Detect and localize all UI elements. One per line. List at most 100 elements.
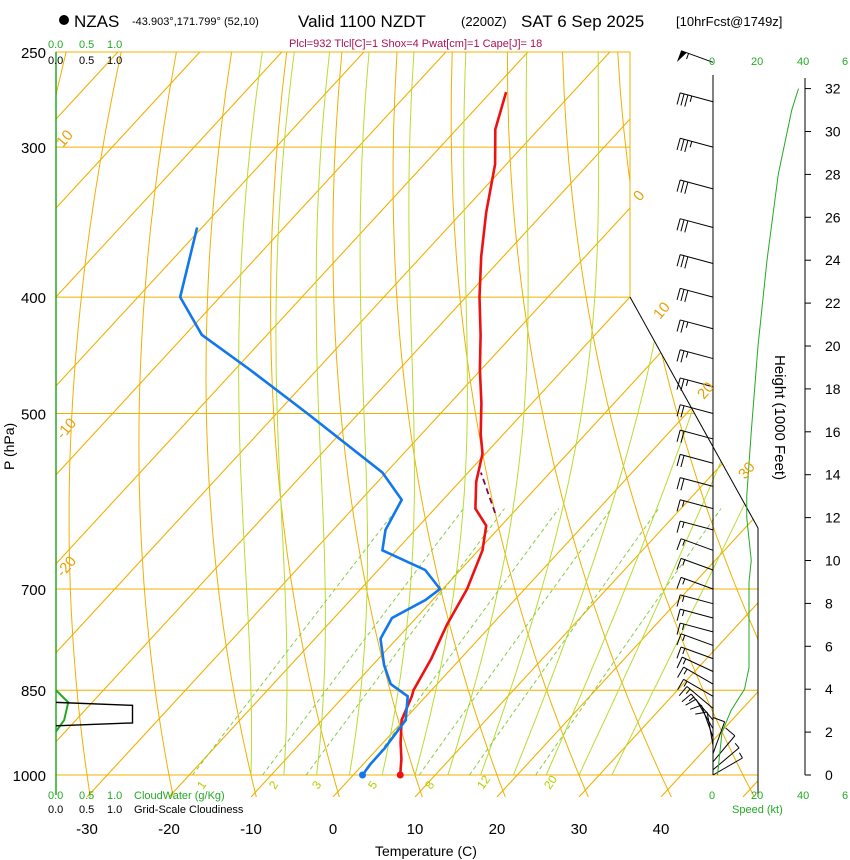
height-axis-label: Height (1000 Feet) bbox=[771, 355, 788, 480]
wind-barb bbox=[676, 137, 714, 153]
isotherm-line bbox=[56, 52, 529, 797]
wind-barb bbox=[676, 453, 714, 468]
p-tick-label: 250 bbox=[21, 45, 46, 62]
speed-top-tick-2: 40 bbox=[797, 56, 809, 68]
surface-temp-marker bbox=[396, 771, 404, 779]
moist-adiabat bbox=[480, 52, 600, 776]
isotherm-label: 10 bbox=[650, 299, 674, 323]
height-tick-label: 6 bbox=[825, 638, 833, 654]
wind-barb bbox=[676, 499, 714, 512]
wind-barb bbox=[676, 594, 714, 607]
dewpoint-line bbox=[178, 227, 442, 776]
station-id: NZAS bbox=[74, 12, 119, 31]
wind-barb bbox=[676, 477, 714, 491]
dry-adiabat bbox=[506, 52, 674, 797]
moist-adiabat bbox=[238, 52, 267, 776]
wind-barb bbox=[712, 717, 726, 754]
speed-profile-line bbox=[717, 88, 799, 776]
isotherm-label: 0 bbox=[630, 187, 648, 204]
wind-barb bbox=[676, 254, 714, 269]
height-tick-label: 8 bbox=[825, 595, 833, 611]
zulu-time: (2200Z) bbox=[461, 14, 507, 29]
height-tick-label: 14 bbox=[825, 467, 841, 483]
speed-bottom-tick-0: 0 bbox=[709, 790, 715, 802]
parcel-line bbox=[480, 472, 496, 514]
plot-area bbox=[56, 52, 758, 797]
valid-time: Valid 1100 NZDT bbox=[298, 12, 426, 31]
height-tick-label: 28 bbox=[825, 166, 841, 182]
mixing-ratio-label: 3 bbox=[309, 778, 324, 792]
speed-top-tick-1: 20 bbox=[751, 56, 763, 68]
dry-adiabat bbox=[392, 52, 508, 797]
p-tick-label: 850 bbox=[21, 683, 46, 700]
wind-barb bbox=[676, 557, 714, 571]
isotherm-line bbox=[56, 52, 611, 797]
wind-barb bbox=[689, 704, 714, 738]
mixing-ratio-line bbox=[469, 508, 660, 776]
wind-barb bbox=[676, 520, 714, 533]
cl-bottom-tick-1: 0.5 bbox=[79, 804, 94, 816]
cloudiness-label: Grid-Scale Cloudiness bbox=[134, 804, 244, 816]
wind-barb bbox=[676, 92, 714, 107]
x-axis-label: Temperature (C) bbox=[375, 843, 477, 859]
dry-adiabat bbox=[450, 52, 591, 797]
dry-adiabat bbox=[138, 52, 177, 797]
speed-top-tick-3: 6 bbox=[842, 56, 848, 68]
height-tick-label: 0 bbox=[825, 767, 833, 783]
dry-adiabat bbox=[562, 52, 757, 797]
date: SAT 6 Sep 2025 bbox=[521, 12, 644, 31]
wind-barb bbox=[676, 377, 714, 391]
wind-barb bbox=[676, 179, 714, 194]
moist-adiabat bbox=[315, 52, 333, 776]
height-tick-label: 24 bbox=[825, 252, 841, 268]
moist-adiabat bbox=[381, 52, 417, 776]
cw-top-tick-1: 0.5 bbox=[79, 39, 94, 51]
wind-barb bbox=[677, 666, 714, 685]
wind-barb bbox=[676, 538, 714, 551]
speed-label: Speed (kt) bbox=[732, 804, 783, 816]
isotherm-line bbox=[578, 52, 758, 797]
cl-top-tick-0: 0.0 bbox=[48, 55, 63, 67]
cw-bottom-tick-2: 1.0 bbox=[107, 790, 122, 802]
mixing-ratio-label: 8 bbox=[422, 778, 437, 792]
isotherm-line bbox=[496, 52, 758, 797]
p-tick-label: 400 bbox=[21, 290, 46, 307]
mixing-ratio-line bbox=[192, 508, 398, 776]
wind-barb bbox=[676, 622, 714, 635]
cl-top-tick-1: 0.5 bbox=[79, 55, 94, 67]
mixing-ratio-line bbox=[363, 508, 560, 776]
x-tick-label: -30 bbox=[76, 821, 98, 838]
dry-adiabat bbox=[617, 52, 758, 797]
wind-barb bbox=[676, 656, 714, 672]
isotherm-line bbox=[86, 52, 758, 797]
cw-bottom-tick-1: 0.5 bbox=[79, 790, 94, 802]
wind-barb bbox=[676, 349, 714, 363]
station-coords: -43.903°,171.799° (52,10) bbox=[132, 16, 259, 28]
cl-bottom-tick-2: 1.0 bbox=[107, 804, 122, 816]
p-tick-label: 700 bbox=[21, 582, 46, 599]
moist-adiabat bbox=[275, 52, 298, 776]
cw-bottom-tick-0: 0.0 bbox=[48, 790, 63, 802]
p-tick-label: 1000 bbox=[13, 768, 46, 785]
mixing-ratio-label: 2 bbox=[266, 778, 281, 792]
isotherm-line bbox=[332, 52, 758, 797]
x-tick-label: -10 bbox=[240, 821, 262, 838]
cl-bottom-tick-0: 0.0 bbox=[48, 804, 63, 816]
isotherm-label: -10 bbox=[53, 415, 80, 443]
mixing-ratio-line bbox=[305, 508, 505, 776]
wind-barb bbox=[676, 633, 714, 646]
wind-barb bbox=[676, 608, 714, 621]
isotherm-line bbox=[56, 52, 201, 797]
moist-adiabat bbox=[414, 52, 468, 776]
isotherm-line bbox=[414, 52, 758, 797]
wind-barb bbox=[712, 742, 740, 771]
x-tick-label: -20 bbox=[158, 821, 180, 838]
p-tick-label: 500 bbox=[21, 407, 46, 424]
height-tick-label: 22 bbox=[825, 295, 841, 311]
wind-barb bbox=[676, 50, 714, 63]
x-tick-label: 20 bbox=[489, 821, 506, 838]
temperature-line bbox=[398, 91, 508, 776]
height-tick-label: 4 bbox=[825, 681, 833, 697]
series-layer bbox=[55, 91, 508, 779]
